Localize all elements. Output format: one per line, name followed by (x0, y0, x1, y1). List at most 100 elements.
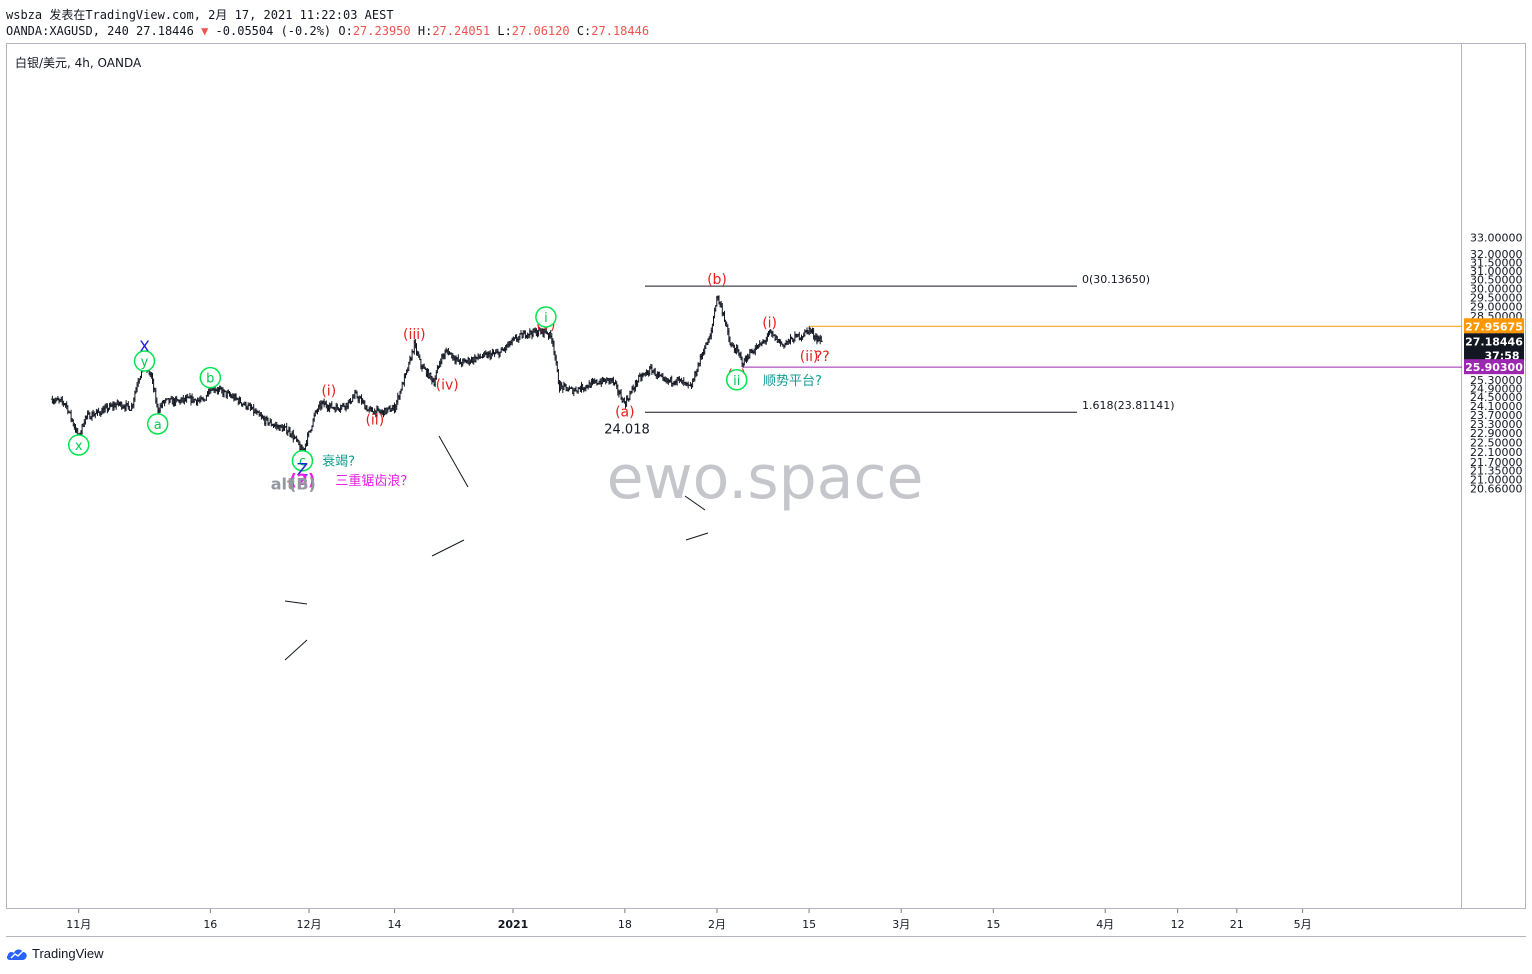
time-tick-2: 12月 (297, 918, 322, 931)
triangle-wave-jan (684, 495, 709, 541)
price-tick-4: 30.50000 (1470, 274, 1523, 287)
wave-label-22: 顺势平台? (763, 373, 822, 389)
wave-label-21: ii (733, 374, 740, 389)
price-tick-0: 33.00000 (1470, 231, 1523, 244)
wave-label-7: Z (297, 461, 309, 481)
high-value: 27.24051 (432, 24, 491, 38)
price-change: -0.05504 (-0.2%) (215, 24, 332, 38)
price-tick-13: 24.50000 (1470, 391, 1523, 404)
price-tag-bg-1 (1464, 333, 1524, 362)
tradingview-cloud-icon (6, 948, 27, 960)
wave-label-0: x (75, 439, 83, 454)
tradingview-brand: TradingView (32, 946, 104, 961)
time-tick-7: 15 (802, 918, 816, 931)
price-tag-1: 27.18446 (1465, 335, 1523, 348)
price-tag-2: 25.90300 (1465, 361, 1523, 374)
chart-title: 白银/美元, 4h, OANDA (15, 55, 142, 70)
time-tick-3: 14 (388, 918, 402, 931)
candle-14 (66, 405, 70, 415)
chart-header-line1: wsbza 发表在TradingView.com, 2月 17, 2021 11… (6, 8, 394, 22)
price-tick-3: 31.00000 (1470, 265, 1523, 278)
wave-label-1: X (139, 337, 150, 356)
wave-label-5: c (299, 455, 306, 470)
triangle-wave-iv (431, 435, 469, 557)
triangle-wave-4-dec (284, 600, 308, 661)
wave-label-4: b (206, 372, 214, 387)
wave-label-2-circle (133, 350, 156, 372)
time-tick-5: 18 (618, 918, 632, 931)
time-tick-4: 2021 (498, 918, 529, 931)
wave-label-0-circle (67, 434, 90, 456)
wave-label-21-circle (725, 369, 748, 391)
time-tick-12: 21 (1230, 918, 1244, 931)
wave-label-15: (iv) (436, 378, 459, 394)
watermark: ewo.space (607, 443, 924, 513)
time-tick-6: 2月 (708, 918, 726, 931)
wave-label-19: (b) (707, 272, 727, 288)
wave-label-13: (ii) (365, 412, 384, 428)
symbol-interval-price: OANDA:XAGUSD, 240 27.18446 (6, 24, 194, 38)
close-value: 27.18446 (591, 24, 650, 38)
price-tick-14: 24.10000 (1470, 400, 1523, 413)
time-tick-13: 5月 (1294, 918, 1312, 931)
price-tick-2: 31.50000 (1470, 256, 1523, 269)
price-tick-7: 29.00000 (1470, 301, 1523, 314)
price-tick-1: 32.00000 (1470, 248, 1523, 261)
price-tag-bg-2 (1464, 359, 1524, 375)
wave-label-8: (2) (290, 470, 316, 489)
price-tick-20: 21.70000 (1470, 456, 1523, 469)
price-tick-16: 23.30000 (1470, 418, 1523, 431)
chart-pane[interactable] (6, 43, 1462, 909)
time-tick-10: 4月 (1096, 918, 1114, 931)
wave-label-23: (i) (762, 316, 777, 332)
low-label: L: (497, 24, 512, 38)
low-value: 27.06120 (511, 24, 570, 38)
wave-label-4-circle (199, 366, 222, 389)
price-tick-15: 23.70000 (1470, 409, 1523, 422)
price-tick-5: 30.00000 (1470, 283, 1523, 296)
price-tag-countdown-1: 37:58 (1484, 349, 1519, 362)
time-tick-1: 16 (203, 918, 217, 931)
price-tag-bg-0 (1464, 318, 1524, 334)
wave-label-11: (B) (289, 475, 316, 494)
wave-label-5-circle (291, 449, 314, 472)
price-tick-19: 22.10000 (1470, 446, 1523, 459)
time-tick-0: 11月 (66, 918, 91, 931)
price-tick-11: 25.30000 (1470, 374, 1523, 387)
close-label: C: (576, 24, 592, 38)
wave-label-24: (ii) (800, 349, 819, 365)
wave-label-17-circle (535, 306, 557, 328)
wave-label-3-circle (146, 413, 169, 435)
high-label: H: (417, 24, 433, 38)
wave-label-2: y (141, 355, 149, 370)
tradingview-footer[interactable]: TradingView (6, 946, 104, 961)
price-axis[interactable] (1462, 43, 1526, 909)
wave-label-17: i (544, 311, 548, 326)
price-tick-6: 29.50000 (1470, 292, 1523, 305)
open-value: 27.23950 (352, 24, 411, 38)
open-label: O: (338, 24, 353, 38)
time-tick-8: 3月 (892, 918, 910, 931)
price-annotation-low: 24.018 (604, 423, 650, 438)
wave-label-12: (i) (321, 383, 336, 399)
price-tick-23: 20.66000 (1470, 482, 1523, 495)
time-tick-9: 15 (986, 918, 1000, 931)
wave-label-10: alt (271, 475, 295, 494)
chart-header-ohlc: OANDA:XAGUSD, 240 27.18446 ▼ -0.05504 (-… (6, 24, 649, 38)
time-axis[interactable] (6, 909, 1526, 937)
wave-label-3: a (154, 418, 162, 433)
fib-level-label-0: 0(30.13650) (1082, 273, 1150, 286)
price-tick-12: 24.90000 (1470, 382, 1523, 395)
fib-level-label-1: 1.618(23.81141) (1082, 399, 1175, 412)
price-tick-22: 21.00000 (1470, 474, 1523, 487)
wave-label-18: (a) (615, 404, 635, 420)
price-tick-21: 21.35000 (1470, 465, 1523, 478)
price-tag-0: 27.95675 (1465, 320, 1523, 333)
change-down-icon: ▼ (201, 24, 209, 38)
price-tick-18: 22.50000 (1470, 437, 1523, 450)
price-tick-17: 22.90000 (1470, 427, 1523, 440)
wave-label-6: 衰竭? (322, 454, 355, 470)
wave-label-14: (iii) (403, 327, 426, 343)
wave-label-9: 三重锯齿浪？ (335, 473, 413, 489)
